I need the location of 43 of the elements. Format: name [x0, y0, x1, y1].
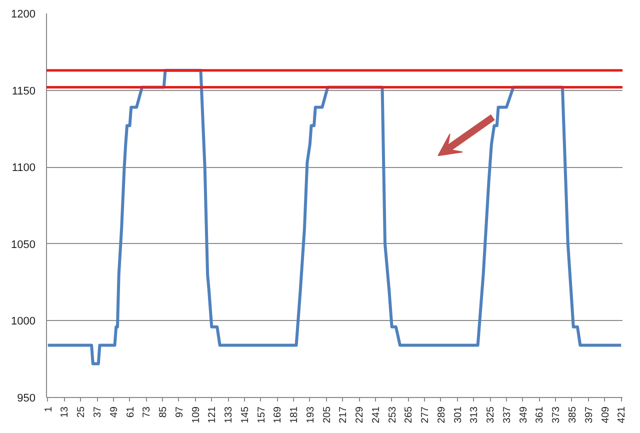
x-tick-label: 241: [370, 406, 382, 424]
x-tick-label: 265: [404, 406, 415, 424]
x-tick-label: 133: [224, 406, 235, 424]
x-tick-label: 169: [272, 406, 284, 424]
x-tick-label: 361: [534, 406, 546, 424]
x-tick-label: 157: [256, 406, 268, 424]
x-tick-label: 325: [486, 406, 497, 424]
x-tick-label: 217: [338, 406, 350, 424]
x-tick-label: 121: [207, 406, 218, 424]
x-tick-label: 1: [43, 406, 54, 412]
y-tick-label: 1150: [12, 85, 36, 98]
x-tick-label: 61: [125, 406, 136, 418]
x-tick-label: 397: [584, 406, 595, 424]
x-tick-label: 205: [322, 406, 333, 424]
x-tick-label: 301: [452, 406, 464, 424]
x-tick-label: 193: [305, 406, 316, 424]
x-tick-label: 25: [76, 406, 88, 418]
y-tick-label: 950: [17, 392, 36, 404]
x-tick-label: 337: [502, 406, 513, 424]
line-series: [46, 68, 622, 366]
x-tick-label: 409: [600, 406, 612, 424]
y-tick-label: 1000: [11, 316, 36, 328]
x-tick-label: 145: [240, 406, 251, 424]
x-tick-label: 229: [354, 406, 366, 424]
y-tick-label: 1100: [12, 162, 36, 174]
x-tick-label: 109: [190, 406, 202, 424]
x-tick-label: 73: [142, 406, 153, 418]
x-tick-label: 349: [518, 406, 530, 424]
x-tick-label: 313: [469, 406, 480, 424]
x-tick-label: 49: [108, 406, 120, 418]
x-tick-label: 37: [92, 406, 104, 418]
x-tick-label: 181: [289, 406, 300, 424]
x-tick-label: 253: [387, 406, 398, 424]
y-tick-label: 1200: [11, 8, 36, 20]
x-tick-label: 385: [568, 406, 578, 424]
y-tick-label: 1050: [11, 238, 36, 251]
x-tick-label: 13: [60, 406, 71, 418]
x-tick-label: 289: [436, 406, 448, 424]
x-tick-label: 85: [158, 406, 170, 418]
x-tick-label: 421: [616, 406, 628, 424]
x-tick-label: 373: [551, 406, 562, 424]
x-tick-label: 277: [420, 406, 432, 424]
x-tick-label: 97: [174, 406, 186, 418]
